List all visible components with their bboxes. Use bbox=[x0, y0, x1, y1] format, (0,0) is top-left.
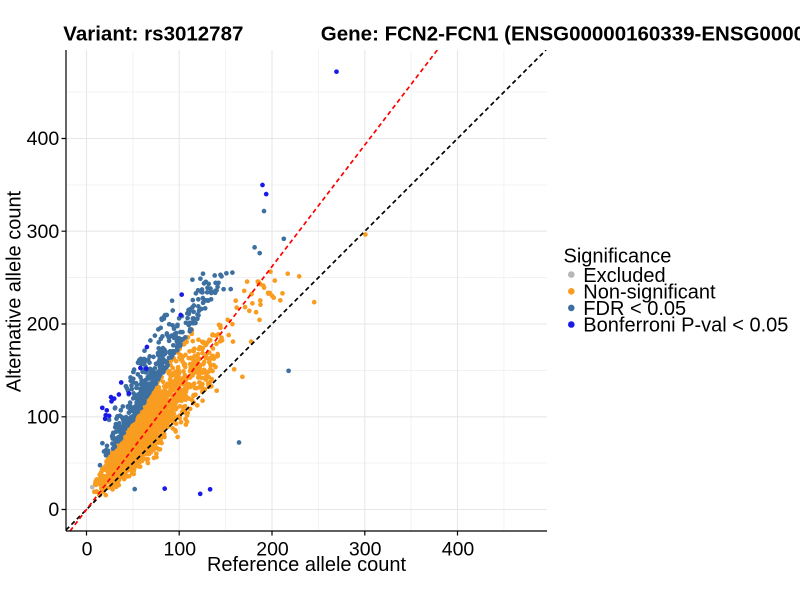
svg-text:Gene: FCN2-FCN1 (ENSG000001603: Gene: FCN2-FCN1 (ENSG00000160339-ENSG000… bbox=[321, 23, 800, 46]
svg-text:Variant: rs3012787: Variant: rs3012787 bbox=[63, 23, 243, 46]
svg-text:100: 100 bbox=[27, 406, 60, 428]
svg-text:Non-significant: Non-significant bbox=[583, 282, 716, 304]
svg-text:300: 300 bbox=[349, 539, 382, 561]
svg-text:400: 400 bbox=[442, 539, 475, 561]
svg-text:300: 300 bbox=[27, 221, 60, 243]
svg-text:400: 400 bbox=[27, 128, 60, 150]
svg-text:Bonferroni P-val < 0.05: Bonferroni P-val < 0.05 bbox=[583, 315, 788, 337]
svg-text:Alternative allele count: Alternative allele count bbox=[3, 190, 25, 392]
svg-text:200: 200 bbox=[27, 314, 60, 336]
svg-text:Reference allele count: Reference allele count bbox=[207, 554, 406, 576]
svg-text:FDR < 0.05: FDR < 0.05 bbox=[583, 298, 686, 320]
svg-text:200: 200 bbox=[256, 539, 289, 561]
svg-text:Excluded: Excluded bbox=[583, 265, 665, 287]
svg-text:0: 0 bbox=[82, 539, 93, 561]
svg-text:0: 0 bbox=[48, 499, 59, 521]
svg-text:100: 100 bbox=[164, 539, 197, 561]
svg-text:Significance: Significance bbox=[564, 246, 672, 268]
